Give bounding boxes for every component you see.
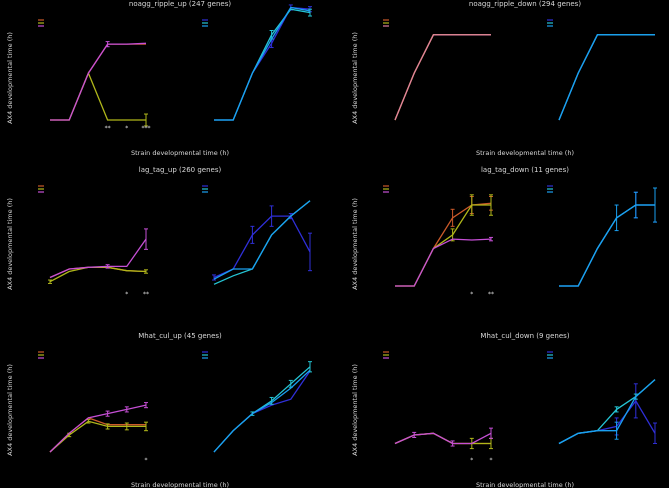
- x-axis-label: Strain developmental time (h): [476, 481, 574, 488]
- significance-mark: ***: [142, 125, 151, 132]
- series-line-right-0: [558, 399, 656, 445]
- significance-mark: *: [125, 291, 128, 298]
- series-line-right-0: [214, 6, 311, 121]
- y-axis-label: AX4 developmental time (h): [351, 198, 359, 290]
- series-line-left-1: [49, 420, 146, 453]
- series-line-right-2: [213, 369, 311, 453]
- series-line-left-1: [49, 266, 147, 283]
- series-line-right-2: [558, 379, 656, 445]
- x-axis-label: Strain developmental time (h): [131, 149, 229, 157]
- y-axis-label: AX4 developmental time (h): [6, 198, 14, 290]
- y-axis-label: AX4 developmental time (h): [351, 364, 359, 456]
- significance-mark: *: [145, 457, 148, 464]
- series-line-left-0: [49, 417, 146, 453]
- series-line-right-1: [214, 8, 311, 121]
- series-line-left-1: [50, 71, 146, 121]
- series-line-left-2: [50, 42, 147, 121]
- chart-title: Mhat_cul_up (45 genes): [138, 332, 222, 340]
- series-line-left-0: [49, 266, 147, 279]
- series-line-right-1: [559, 204, 655, 287]
- significance-mark: *: [490, 457, 493, 464]
- series-line-right-0: [558, 34, 655, 121]
- chart-title: noagg_ripple_down (294 genes): [469, 0, 581, 8]
- chart-title: noagg_ripple_up (247 genes): [129, 0, 231, 8]
- significance-mark: **: [488, 291, 494, 298]
- series-line-left-2: [394, 34, 491, 121]
- series-line-left-0: [50, 43, 146, 121]
- series-line-right-0: [559, 204, 655, 287]
- series-line-left-1: [394, 34, 491, 121]
- x-axis-label: Strain developmental time (h): [131, 481, 229, 488]
- chart-title: lag_tag_up (260 genes): [139, 166, 222, 174]
- series-line-left-0: [395, 202, 492, 287]
- significance-mark: **: [143, 291, 149, 298]
- series-line-right-2: [558, 34, 655, 121]
- series-line-left-2: [49, 404, 147, 453]
- series-line-right-2: [559, 204, 655, 287]
- x-axis-label: Strain developmental time (h): [476, 149, 574, 157]
- y-axis-label: AX4 developmental time (h): [351, 32, 359, 124]
- significance-mark: *: [125, 125, 128, 132]
- series-line-right-0: [213, 215, 311, 279]
- series-line-right-1: [558, 379, 656, 445]
- series-line-right-1: [558, 34, 655, 121]
- series-line-right-2: [214, 6, 311, 121]
- series-line-left-2: [394, 432, 492, 445]
- y-axis-label: AX4 developmental time (h): [6, 32, 14, 124]
- series-line-left-1: [395, 204, 491, 287]
- series-line-right-2: [213, 200, 311, 280]
- significance-mark: *: [470, 457, 473, 464]
- chart-title: lag_tag_down (11 genes): [481, 166, 569, 174]
- chart-title: Mhat_cul_down (9 genes): [480, 332, 569, 340]
- series-line-left-2: [395, 238, 492, 287]
- y-axis-label: AX4 developmental time (h): [6, 364, 14, 456]
- series-line-left-2: [49, 238, 147, 279]
- significance-mark: **: [105, 125, 111, 132]
- significance-mark: *: [470, 291, 473, 298]
- series-line-left-0: [394, 34, 491, 121]
